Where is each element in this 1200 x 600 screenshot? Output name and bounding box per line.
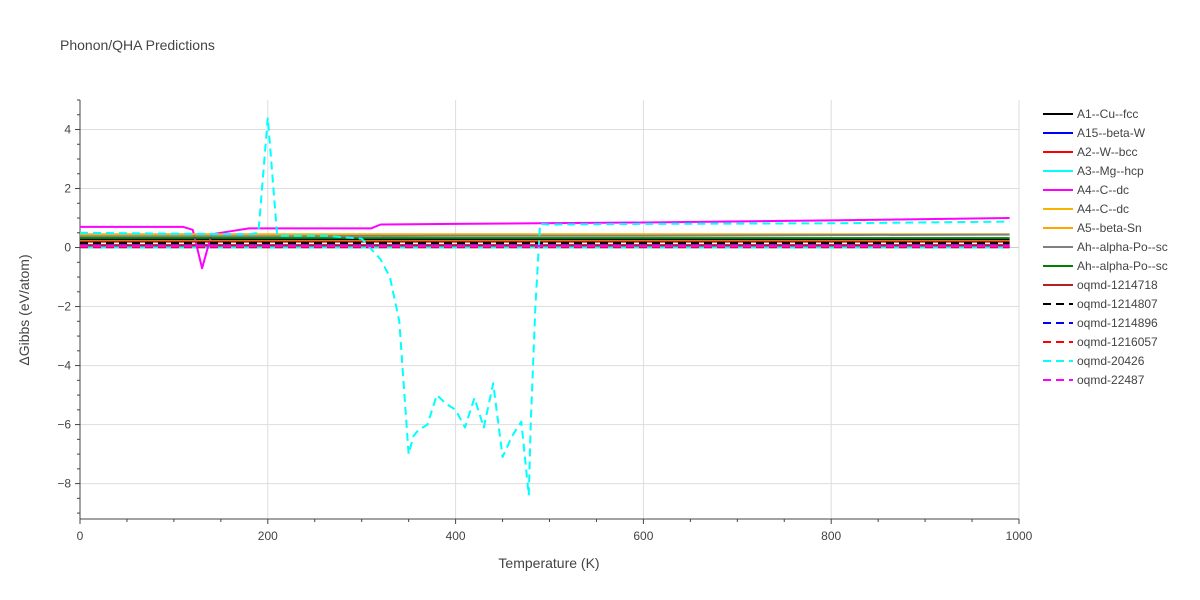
legend-item[interactable]: oqmd-22487 — [1043, 373, 1145, 387]
legend-item[interactable]: A5--beta-Sn — [1043, 221, 1142, 235]
legend: A1--Cu--fcc A15--beta-W A2--W--bcc A3--Mg--… — [1043, 107, 1168, 387]
legend-item[interactable]: oqmd-1214807 — [1043, 297, 1158, 311]
legend-item[interactable]: A2--W--bcc — [1043, 145, 1137, 159]
legend-label: A5--beta-Sn — [1077, 221, 1142, 235]
y-tick-label: −4 — [57, 359, 71, 373]
x-tick-label: 400 — [446, 529, 466, 543]
x-tick-label: 800 — [821, 529, 841, 543]
legend-item[interactable]: Ah--alpha-Po--sc — [1043, 259, 1168, 273]
plot-area — [80, 116, 1010, 497]
series-line-a4-c-dc-4 — [80, 217, 1010, 270]
legend-item[interactable]: A4--C--dc — [1043, 202, 1129, 216]
legend-label: A4--C--dc — [1077, 202, 1129, 216]
y-tick-label: −6 — [57, 418, 71, 432]
legend-label: A2--W--bcc — [1077, 145, 1137, 159]
x-tick-label: 0 — [77, 529, 84, 543]
legend-item[interactable]: A15--beta-W — [1043, 126, 1146, 140]
y-axis-title: ΔGibbs (eV/atom) — [16, 254, 32, 365]
legend-label: Ah--alpha-Po--sc — [1077, 259, 1168, 273]
x-axis-title: Temperature (K) — [498, 555, 599, 571]
y-tick-label: 0 — [64, 241, 71, 255]
x-tick-label: 200 — [258, 529, 278, 543]
legend-label: Ah--alpha-Po--sc — [1077, 240, 1168, 254]
legend-item[interactable]: oqmd-1216057 — [1043, 335, 1158, 349]
legend-item[interactable]: oqmd-1214718 — [1043, 278, 1158, 292]
legend-label: A4--C--dc — [1077, 183, 1129, 197]
legend-label: A1--Cu--fcc — [1077, 107, 1138, 121]
x-tick-label: 600 — [633, 529, 653, 543]
legend-label: oqmd-1214807 — [1077, 297, 1158, 311]
legend-label: oqmd-20426 — [1077, 354, 1145, 368]
series-group — [80, 116, 1010, 497]
legend-label: A15--beta-W — [1077, 126, 1146, 140]
series-line-ah-alpha-po-sc-7 — [80, 233, 1010, 238]
y-tick-label: 2 — [64, 182, 71, 196]
legend-item[interactable]: oqmd-20426 — [1043, 354, 1145, 368]
chart-title: Phonon/QHA Predictions — [60, 37, 215, 53]
legend-label: oqmd-1216057 — [1077, 335, 1158, 349]
x-tick-label: 1000 — [1006, 529, 1033, 543]
legend-item[interactable]: A1--Cu--fcc — [1043, 107, 1138, 121]
axes: 0 200 400 600 800 1000 −8 −6 −4 −2 0 2 4 — [57, 99, 1033, 543]
legend-item[interactable]: oqmd-1214896 — [1043, 316, 1158, 330]
legend-label: oqmd-1214896 — [1077, 316, 1158, 330]
y-tick-label: 4 — [64, 123, 71, 137]
series-line-oqmd-20426-13 — [80, 116, 1010, 497]
y-tick-label: −8 — [57, 477, 71, 491]
legend-label: oqmd-1214718 — [1077, 278, 1158, 292]
y-tick-label: −2 — [57, 300, 71, 314]
legend-label: A3--Mg--hcp — [1077, 164, 1144, 178]
legend-item[interactable]: A4--C--dc — [1043, 183, 1129, 197]
gridlines — [80, 100, 1020, 519]
legend-item[interactable]: Ah--alpha-Po--sc — [1043, 240, 1168, 254]
legend-item[interactable]: A3--Mg--hcp — [1043, 164, 1144, 178]
legend-label: oqmd-22487 — [1077, 373, 1145, 387]
